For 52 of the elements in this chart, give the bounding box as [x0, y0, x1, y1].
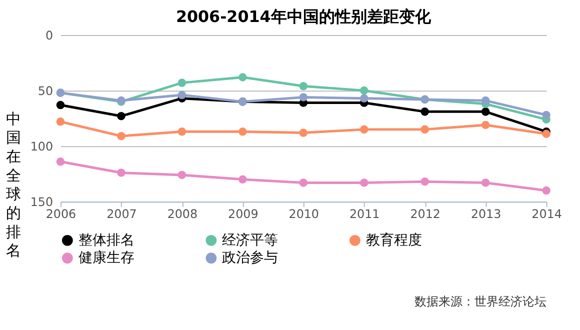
point: [542, 186, 550, 195]
point: [481, 108, 490, 116]
point: [238, 73, 247, 82]
legend-label: 经济平等: [222, 232, 278, 248]
legend-label: 政治参与: [222, 250, 278, 266]
y-axis-title: 中国在全球的排名: [6, 110, 21, 260]
point: [360, 86, 368, 95]
legend-label: 整体排名: [78, 232, 134, 248]
point: [178, 128, 186, 136]
legend-label: 教育程度: [366, 231, 422, 248]
point: [481, 178, 490, 187]
point: [360, 125, 368, 134]
x-tick-label: 2010: [288, 206, 319, 221]
x-tick-label: 2008: [167, 206, 198, 221]
point: [238, 128, 247, 136]
point: [178, 90, 186, 100]
point: [299, 93, 308, 102]
point: [56, 158, 65, 166]
y-tick-label: 150: [30, 195, 54, 210]
y-tick-label: 100: [30, 140, 54, 154]
point: [178, 78, 186, 87]
point: [117, 168, 126, 177]
point: [420, 177, 429, 186]
point: [117, 132, 126, 140]
x-tick-label: 2014: [532, 206, 562, 221]
chart-title: 2006-2014年中国的性别差距变化: [176, 7, 432, 26]
x-tick-label: 2009: [228, 206, 258, 221]
point: [481, 96, 490, 105]
x-tick-label: 2012: [410, 206, 440, 221]
point: [56, 118, 65, 126]
point: [178, 170, 186, 180]
y-tick-label: 50: [38, 84, 54, 98]
x-tick-label: 2013: [470, 206, 502, 221]
point: [117, 112, 126, 120]
point: [299, 178, 308, 187]
point: [542, 130, 550, 138]
x-tick-label: 2011: [349, 206, 380, 221]
point: [299, 82, 308, 90]
source-note: 数据来源：世界经济论坛: [414, 294, 546, 309]
point: [360, 94, 368, 102]
y-tick-label: 0: [45, 28, 54, 43]
point: [238, 175, 247, 184]
point: [360, 178, 368, 187]
point: [481, 120, 490, 130]
point: [56, 100, 65, 110]
legend-label: 健康生存: [78, 250, 134, 266]
point: [299, 128, 308, 137]
x-tick-label: 2006: [46, 206, 76, 221]
x-tick-label: 2007: [106, 206, 137, 221]
point: [542, 110, 550, 120]
point: [420, 125, 429, 134]
point: [420, 108, 429, 116]
